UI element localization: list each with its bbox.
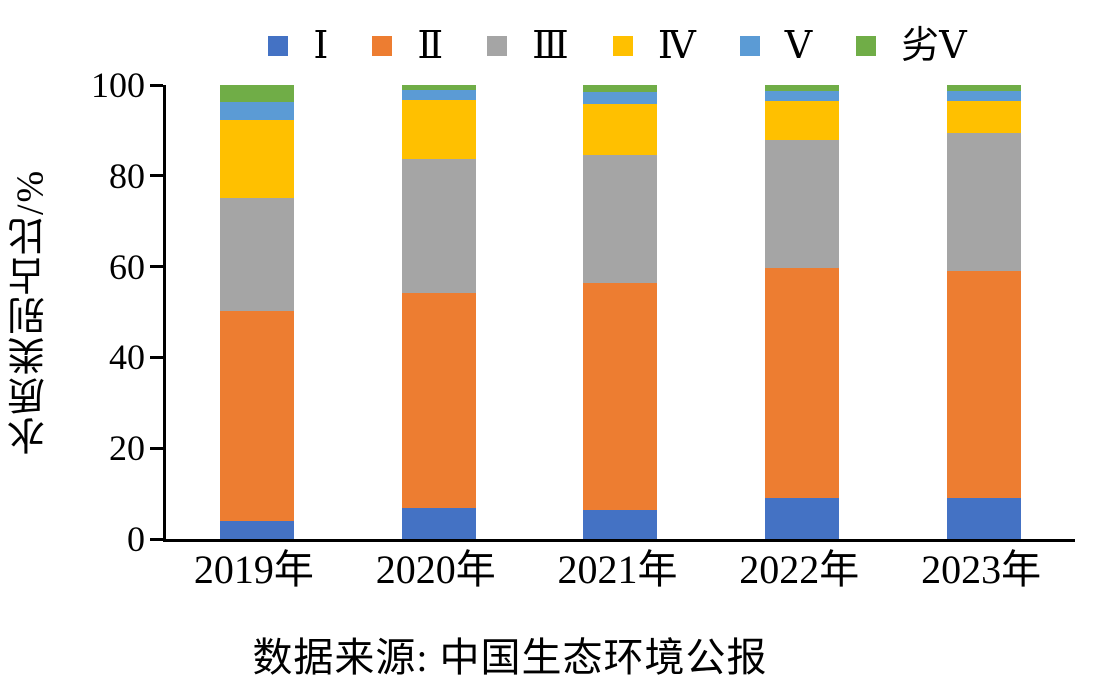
bar-segment-劣Ⅴ (219, 85, 294, 103)
bar-2021年 (583, 85, 658, 539)
data-source-caption: 数据来源: 中国生态环境公报 (252, 635, 768, 680)
bar-segment-Ⅴ (219, 102, 294, 121)
y-axis-tick-label: 40 (109, 337, 145, 378)
bar-segment-Ⅳ (583, 104, 658, 155)
legend-item-6: 劣Ⅴ (856, 25, 967, 67)
bar-segment-Ⅱ (765, 268, 840, 499)
legend-label: Ⅴ (784, 25, 813, 67)
bar-segment-Ⅱ (583, 283, 658, 510)
legend-swatch-icon (372, 36, 393, 56)
bar-segment-Ⅴ (583, 92, 658, 105)
bar-segment-Ⅱ (219, 311, 294, 521)
bar-2023年 (947, 85, 1022, 539)
bar-segment-Ⅰ (765, 498, 840, 539)
legend-label: 劣Ⅴ (901, 25, 967, 67)
bar-segment-Ⅰ (947, 498, 1022, 539)
bar-segment-Ⅴ (401, 90, 476, 101)
y-axis-tick-label: 100 (91, 65, 145, 105)
bar-segment-Ⅰ (401, 507, 476, 539)
x-axis-label-2023年: 2023年 (921, 547, 1042, 592)
bar-segment-Ⅲ (583, 154, 658, 284)
legend-item-4: Ⅳ (612, 25, 696, 67)
bar-segment-劣Ⅴ (401, 85, 476, 91)
bar-segment-劣Ⅴ (947, 85, 1022, 92)
bar-segment-Ⅱ (947, 270, 1022, 499)
bar-segment-Ⅲ (765, 139, 840, 269)
y-axis-tick-label: 60 (109, 246, 145, 287)
legend-swatch-icon (268, 36, 289, 56)
y-axis-tick (150, 174, 163, 178)
legend-item-5: Ⅴ (739, 25, 813, 67)
y-axis-tick (150, 355, 163, 359)
y-axis-title: 水质类别占比/% (9, 168, 52, 456)
bar-segment-Ⅳ (219, 120, 294, 198)
y-axis-tick-label: 20 (109, 428, 145, 469)
legend-label: Ⅳ (657, 25, 696, 67)
bar-2022年 (765, 85, 840, 539)
bar-2020年 (401, 85, 476, 539)
legend-swatch-icon (856, 36, 877, 56)
legend-label: Ⅰ (313, 25, 329, 67)
legend-item-2: Ⅱ (372, 26, 443, 66)
bar-segment-Ⅰ (219, 520, 294, 539)
plot-area (163, 85, 1075, 542)
bars-container (166, 85, 1075, 539)
bar-segment-Ⅱ (401, 293, 476, 508)
y-axis-tick (150, 446, 163, 450)
legend-item-1: Ⅰ (268, 26, 328, 66)
bar-segment-Ⅴ (765, 91, 840, 102)
bar-segment-劣Ⅴ (583, 85, 658, 93)
bar-segment-Ⅴ (947, 91, 1022, 101)
bar-segment-Ⅳ (765, 101, 840, 140)
bar-segment-Ⅰ (583, 509, 658, 539)
bar-segment-Ⅳ (401, 100, 476, 160)
legend-label: Ⅲ (532, 25, 569, 67)
bar-segment-Ⅲ (219, 197, 294, 312)
chart-legend: Ⅰ Ⅱ Ⅲ Ⅳ Ⅴ 劣Ⅴ (163, 24, 1072, 68)
bar-segment-Ⅳ (947, 100, 1022, 133)
bar-segment-Ⅲ (947, 132, 1022, 271)
bar-segment-Ⅲ (401, 159, 476, 294)
y-axis-tick (150, 83, 163, 87)
legend-swatch-icon (739, 36, 760, 56)
y-axis-tick-label: 0 (127, 519, 145, 559)
legend-label: Ⅱ (417, 25, 444, 67)
x-axis-label-2020年: 2020年 (375, 547, 496, 592)
x-axis-labels: 2019年 2020年 2021年 2022年 2023年 (163, 549, 1072, 591)
legend-swatch-icon (487, 36, 508, 56)
bar-2019年 (219, 85, 294, 539)
x-axis-label-2019年: 2019年 (193, 547, 314, 592)
x-axis-label-2021年: 2021年 (557, 547, 678, 592)
legend-item-3: Ⅲ (487, 26, 569, 66)
y-axis-tick (150, 537, 163, 541)
legend-swatch-icon (612, 36, 633, 56)
y-axis-tick (150, 265, 163, 269)
y-axis-tick-label: 80 (109, 155, 145, 196)
x-axis-label-2022年: 2022年 (739, 547, 860, 592)
bar-segment-劣Ⅴ (765, 85, 840, 92)
